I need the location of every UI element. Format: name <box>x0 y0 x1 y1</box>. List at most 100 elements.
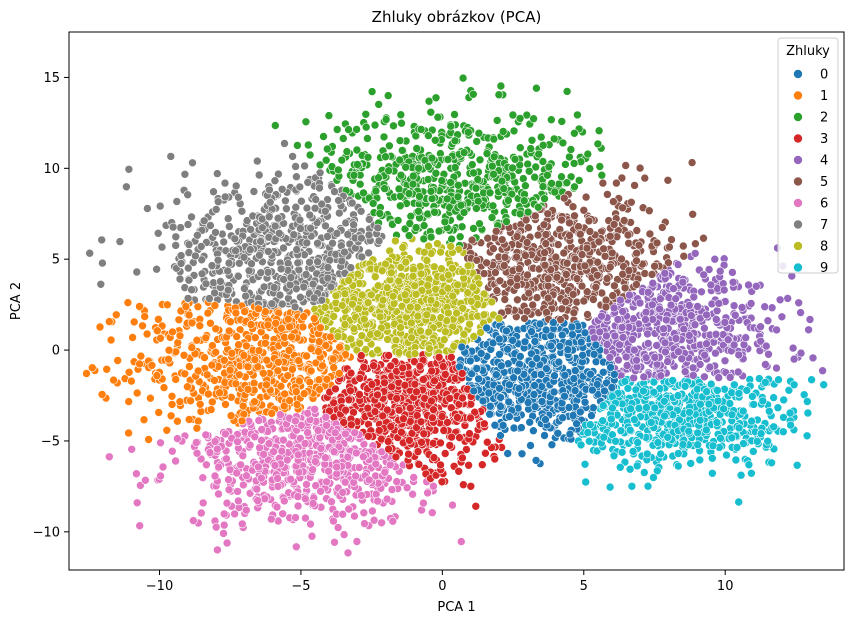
scatter-point-cluster-1 <box>267 409 277 418</box>
scatter-point-cluster-5 <box>577 281 587 291</box>
scatter-point-cluster-4 <box>796 308 805 317</box>
scatter-point-cluster-0 <box>526 441 535 450</box>
scatter-point-cluster-9 <box>786 420 795 430</box>
scatter-point-cluster-2 <box>570 182 579 192</box>
scatter-point-cluster-5 <box>602 274 612 283</box>
scatter-point-cluster-7 <box>155 201 165 211</box>
scatter-point-cluster-7 <box>209 278 218 288</box>
scatter-point-cluster-9 <box>685 407 694 417</box>
scatter-point-cluster-2 <box>498 127 508 136</box>
scatter-point-cluster-6 <box>351 448 361 458</box>
scatter-point-cluster-6 <box>252 484 262 494</box>
scatter-point-cluster-4 <box>641 307 651 317</box>
scatter-point-cluster-3 <box>459 480 468 490</box>
scatter-point-cluster-2 <box>593 139 603 149</box>
scatter-point-cluster-1 <box>128 333 137 342</box>
scatter-point-cluster-9 <box>747 416 756 426</box>
scatter-point-cluster-6 <box>132 498 142 508</box>
scatter-point-cluster-8 <box>346 334 356 344</box>
scatter-point-cluster-1 <box>135 302 144 311</box>
scatter-point-cluster-4 <box>719 260 729 270</box>
scatter-point-cluster-6 <box>245 440 255 450</box>
scatter-point-cluster-6 <box>408 489 417 499</box>
scatter-point-cluster-5 <box>521 215 531 225</box>
scatter-point-cluster-6 <box>266 514 276 524</box>
scatter-point-cluster-7 <box>279 243 288 253</box>
scatter-point-cluster-1 <box>206 405 216 414</box>
scatter-point-cluster-1 <box>124 367 134 377</box>
scatter-point-cluster-9 <box>784 385 794 395</box>
scatter-point-cluster-2 <box>518 174 528 183</box>
scatter-point-cluster-7 <box>349 220 358 229</box>
scatter-point-cluster-2 <box>557 172 566 181</box>
scatter-point-cluster-6 <box>254 416 264 425</box>
scatter-point-cluster-1 <box>168 327 177 337</box>
scatter-point-cluster-2 <box>494 90 504 99</box>
scatter-point-cluster-7 <box>291 162 300 171</box>
scatter-point-cluster-2 <box>368 199 378 208</box>
scatter-point-cluster-9 <box>792 460 802 470</box>
scatter-point-cluster-7 <box>341 218 351 228</box>
scatter-point-cluster-5 <box>570 254 580 264</box>
scatter-point-cluster-2 <box>395 155 405 165</box>
scatter-point-cluster-7 <box>196 242 206 251</box>
scatter-point-cluster-1 <box>113 356 122 365</box>
scatter-point-cluster-6 <box>302 480 311 489</box>
scatter-point-cluster-4 <box>625 290 634 300</box>
scatter-point-cluster-5 <box>528 300 538 310</box>
scatter-point-cluster-7 <box>183 220 193 229</box>
scatter-point-cluster-8 <box>479 289 489 299</box>
scatter-point-cluster-9 <box>656 449 666 459</box>
scatter-point-cluster-2 <box>430 136 440 145</box>
scatter-point-cluster-9 <box>734 497 744 507</box>
scatter-point-cluster-9 <box>627 481 637 491</box>
scatter-point-cluster-0 <box>540 431 549 440</box>
scatter-point-cluster-7 <box>296 292 305 302</box>
scatter-point-cluster-2 <box>457 222 467 231</box>
scatter-point-cluster-4 <box>808 353 818 363</box>
scatter-point-cluster-1 <box>200 353 209 362</box>
scatter-point-cluster-9 <box>686 459 696 468</box>
scatter-point-cluster-4 <box>609 303 619 313</box>
scatter-point-cluster-7 <box>297 196 306 206</box>
scatter-point-cluster-7 <box>373 223 383 233</box>
scatter-point-cluster-4 <box>621 352 631 362</box>
scatter-point-cluster-2 <box>543 171 552 180</box>
scatter-point-cluster-5 <box>664 258 673 268</box>
scatter-point-cluster-5 <box>482 258 491 268</box>
scatter-point-cluster-2 <box>523 159 533 169</box>
scatter-point-cluster-4 <box>783 294 793 303</box>
scatter-point-cluster-2 <box>562 87 572 96</box>
scatter-point-cluster-1 <box>231 379 241 389</box>
scatter-point-cluster-9 <box>623 384 633 393</box>
scatter-point-cluster-6 <box>308 499 318 508</box>
scatter-point-cluster-8 <box>383 335 392 344</box>
scatter-point-cluster-1 <box>187 318 197 328</box>
scatter-point-cluster-6 <box>222 538 232 548</box>
scatter-point-cluster-9 <box>764 406 774 416</box>
scatter-point-cluster-6 <box>232 468 241 478</box>
scatter-point-cluster-4 <box>744 280 753 290</box>
scatter-point-cluster-1 <box>127 376 136 386</box>
scatter-point-cluster-1 <box>95 322 105 332</box>
scatter-point-cluster-2 <box>293 141 302 150</box>
scatter-point-cluster-6 <box>333 523 343 532</box>
scatter-point-cluster-9 <box>696 399 705 409</box>
scatter-point-cluster-7 <box>207 261 217 270</box>
scatter-point-cluster-0 <box>580 397 590 407</box>
scatter-point-cluster-4 <box>729 301 739 311</box>
scatter-point-cluster-1 <box>195 321 205 331</box>
scatter-point-cluster-1 <box>175 331 185 341</box>
scatter-point-cluster-0 <box>515 352 525 361</box>
scatter-point-cluster-7 <box>171 232 181 242</box>
scatter-point-cluster-7 <box>281 196 290 206</box>
scatter-point-cluster-4 <box>616 295 625 305</box>
scatter-point-cluster-7 <box>184 240 194 249</box>
scatter-point-cluster-0 <box>598 367 608 377</box>
scatter-point-cluster-5 <box>621 161 631 170</box>
scatter-point-cluster-9 <box>625 464 635 474</box>
scatter-point-cluster-5 <box>553 240 563 249</box>
scatter-point-cluster-5 <box>472 255 482 265</box>
scatter-point-cluster-5 <box>632 226 642 235</box>
scatter-point-cluster-3 <box>414 460 424 469</box>
